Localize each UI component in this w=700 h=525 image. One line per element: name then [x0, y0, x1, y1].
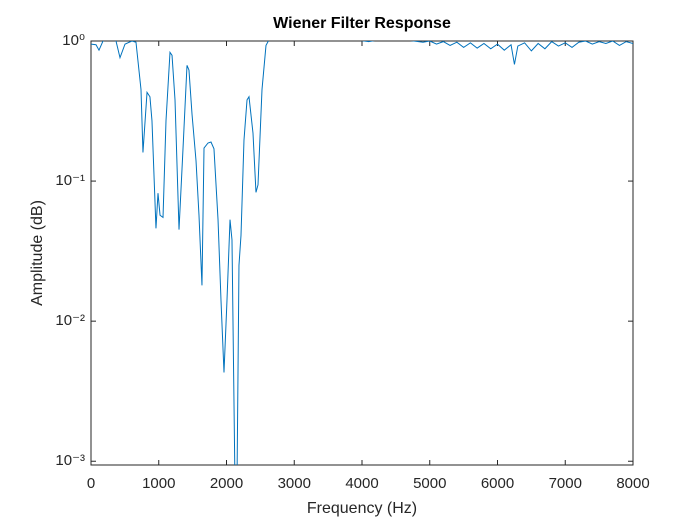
y-tick-label: 10⁻¹: [55, 172, 85, 189]
x-tick-label: 4000: [345, 475, 378, 492]
x-tick-label: 8000: [616, 475, 649, 492]
x-axis-label: Frequency (Hz): [307, 500, 417, 517]
x-tick-label: 0: [87, 475, 95, 492]
x-tick-label: 1000: [142, 475, 175, 492]
y-axis-label: Amplitude (dB): [29, 200, 46, 306]
y-tick-label: 10⁻²: [55, 312, 85, 329]
x-tick-label: 5000: [413, 475, 446, 492]
x-tick-label: 3000: [278, 475, 311, 492]
data-line: [91, 41, 633, 465]
y-tick-label: 10⁰: [62, 32, 85, 49]
x-tick-label: 2000: [210, 475, 243, 492]
y-tick-label: 10⁻³: [55, 452, 85, 469]
chart-title: Wiener Filter Response: [273, 15, 451, 32]
x-tick-label: 7000: [549, 475, 582, 492]
x-tick-label: 6000: [481, 475, 514, 492]
